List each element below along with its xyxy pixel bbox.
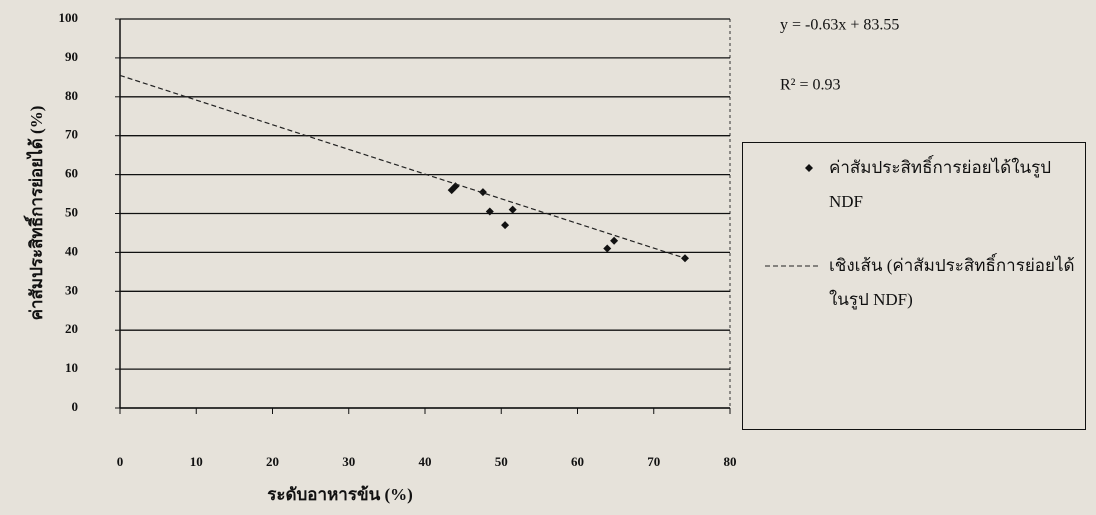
y-tick-label: 20 <box>65 321 78 336</box>
equation: y = -0.63x + 83.55 <box>780 17 899 34</box>
x-tick-label: 30 <box>342 454 355 469</box>
x-tick-label: 40 <box>419 454 432 469</box>
y-tick-label: 50 <box>65 204 78 219</box>
y-tick-label: 60 <box>65 166 78 181</box>
y-tick-label: 80 <box>65 88 78 103</box>
x-tick-label: 80 <box>724 454 737 469</box>
point <box>486 208 494 216</box>
x-tick-label: 50 <box>495 454 508 469</box>
point <box>603 245 611 253</box>
y-tick-label: 30 <box>65 282 78 297</box>
point <box>610 237 618 245</box>
point <box>501 221 509 229</box>
x-tick-label: 70 <box>647 454 660 469</box>
y-axis-label: ค่าสัมประสิทธิ์การย่อยได้ (%) <box>23 106 46 321</box>
legend-marker <box>763 256 823 276</box>
legend-label: เชิงเส้น (ค่าสัมประสิทธิ์การย่อยได้ในรูป… <box>829 249 1079 317</box>
legend: ค่าสัมประสิทธิ์การย่อยได้ในรูป NDF เชิงเส… <box>742 142 1086 430</box>
x-tick-label: 0 <box>117 454 124 469</box>
x-tick-label: 10 <box>190 454 203 469</box>
trendline <box>120 75 685 258</box>
point <box>509 206 517 214</box>
legend-marker <box>763 158 823 178</box>
y-tick-label: 10 <box>65 360 78 375</box>
y-tick-label: 90 <box>65 49 78 64</box>
page: y = -0.63x + 83.55 R² = 0.93 ระดับอาหารข… <box>0 0 1096 515</box>
r-squared: R² = 0.93 <box>780 77 841 94</box>
x-axis-label: ระดับอาหารข้น (%) <box>267 485 413 504</box>
x-tick-label: 60 <box>571 454 584 469</box>
y-tick-label: 40 <box>65 243 78 258</box>
y-tick-label: 0 <box>72 399 79 414</box>
legend-label: ค่าสัมประสิทธิ์การย่อยได้ในรูป NDF <box>829 151 1079 219</box>
x-tick-label: 20 <box>266 454 279 469</box>
y-tick-label: 100 <box>59 10 79 25</box>
y-tick-label: 70 <box>65 127 78 142</box>
